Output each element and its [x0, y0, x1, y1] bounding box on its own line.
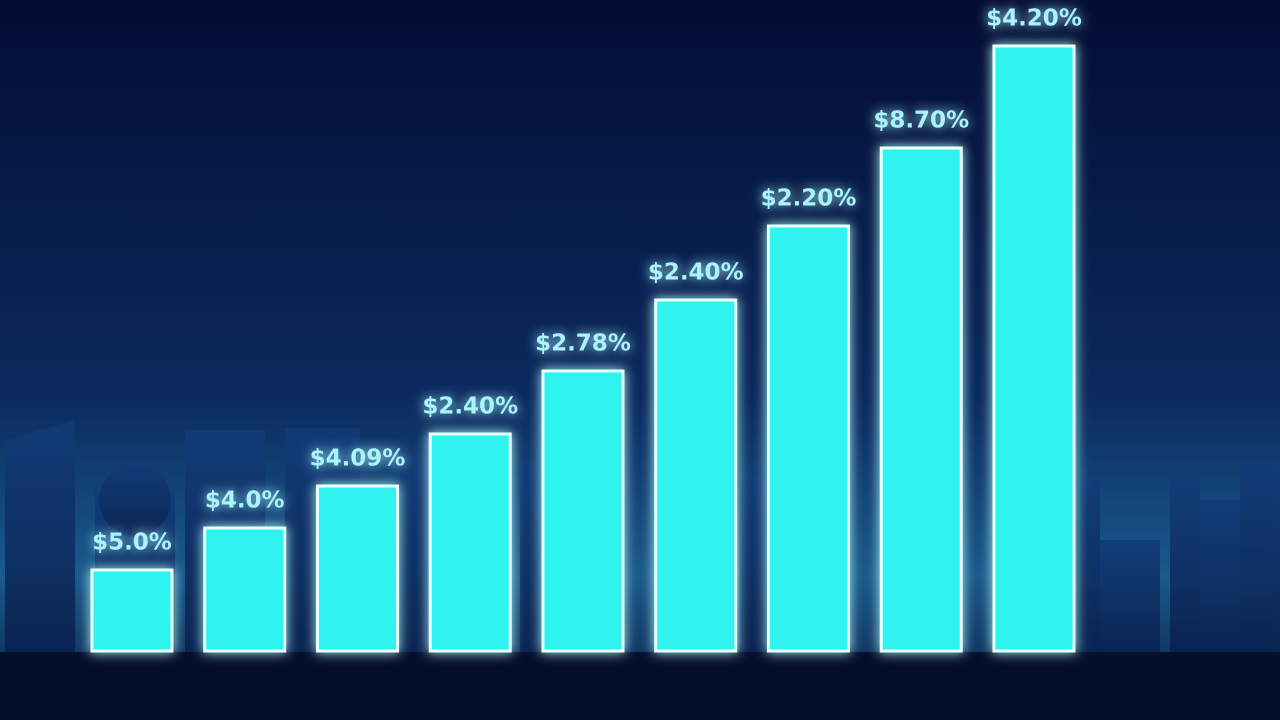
bar-label: $2.20% — [761, 186, 857, 212]
bar-label: $2.78% — [535, 331, 631, 357]
bar-label: $2.40% — [422, 394, 518, 420]
bar-label: $4.20% — [986, 6, 1082, 32]
bar-label: $8.70% — [873, 108, 969, 134]
bar-label: $4.09% — [310, 446, 406, 472]
ground — [0, 652, 1280, 720]
bar — [428, 432, 512, 653]
bar — [541, 369, 625, 653]
bar — [90, 568, 174, 653]
bar — [879, 146, 963, 653]
bar — [766, 224, 850, 653]
bar — [992, 44, 1076, 653]
bar — [315, 484, 399, 653]
bar — [203, 526, 287, 653]
bar-label: $5.0% — [92, 530, 172, 556]
bar — [654, 298, 738, 653]
bar-label: $2.40% — [648, 260, 744, 286]
bar-label: $4.0% — [205, 488, 285, 514]
plot-area: $5.0% $4.0% $4.09% $2.40% $2.78% $2.40% $2.20%… — [90, 6, 1082, 653]
